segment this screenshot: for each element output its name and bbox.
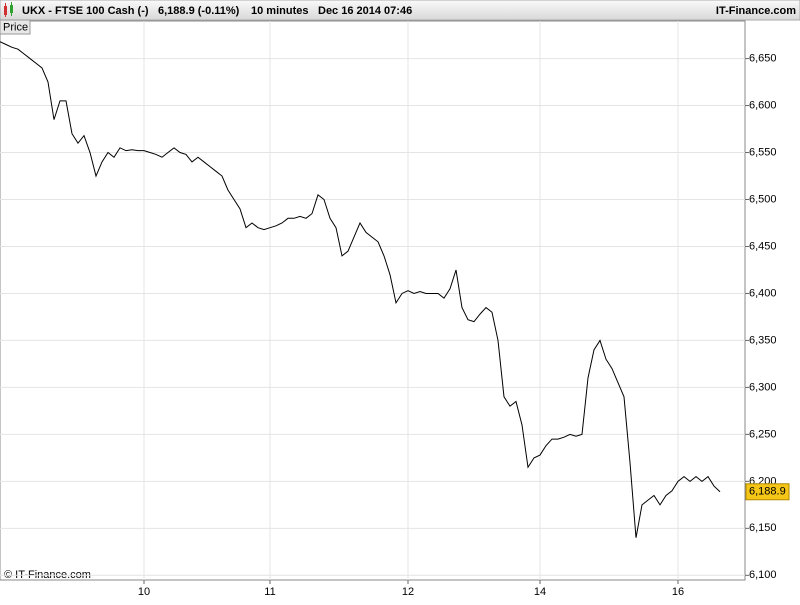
y-tick-label: 6,150 [749, 522, 777, 534]
quote: 6,188.9 (-0.11%) [158, 5, 240, 17]
interval: 10 minutes [251, 5, 308, 17]
y-tick-label: 6,500 [749, 193, 777, 205]
price-line [0, 41, 721, 538]
y-tick-label: 6,650 [749, 52, 777, 64]
y-tick-label: 6,450 [749, 240, 777, 252]
x-tick-label: 12 [402, 586, 414, 598]
logo-icon [4, 2, 13, 17]
timestamp: Dec 16 2014 07:46 [318, 5, 412, 17]
last-value-label: 6,188.9 [749, 486, 786, 498]
x-tick-label: 11 [264, 586, 275, 598]
y-tick-label: 6,400 [749, 287, 777, 299]
y-tick-label: 6,250 [749, 428, 777, 440]
y-tick-label: 6,300 [749, 381, 777, 393]
last-value-box [745, 483, 790, 501]
x-tick-label: 10 [138, 586, 150, 598]
y-tick-label: 6,100 [749, 569, 777, 581]
y-tick-label: 6,350 [749, 334, 777, 346]
y-tick-label: 6,600 [749, 99, 777, 111]
grid [0, 21, 745, 580]
x-tick-label: 14 [534, 586, 546, 598]
pane-label: Price [3, 21, 28, 33]
header-bar [0, 0, 800, 21]
plot-area [0, 20, 746, 581]
brand: IT-Finance.com [716, 5, 796, 17]
symbol: UKX - FTSE 100 Cash (-) [22, 5, 149, 17]
y-tick-label: 6,550 [749, 146, 777, 158]
x-tick-label: 16 [672, 586, 684, 598]
pane-label-box [0, 19, 31, 35]
